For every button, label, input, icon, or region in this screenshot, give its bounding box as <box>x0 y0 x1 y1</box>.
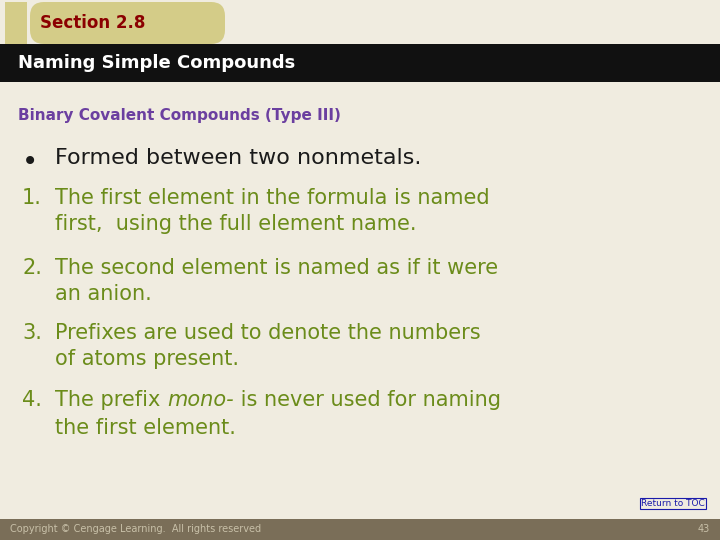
Text: Prefixes are used to denote the numbers
of atoms present.: Prefixes are used to denote the numbers … <box>55 323 481 369</box>
Text: 2.: 2. <box>22 258 42 278</box>
Bar <box>0 44 720 82</box>
Text: is never used for naming: is never used for naming <box>233 390 500 410</box>
Bar <box>5 2 27 44</box>
Text: The second element is named as if it were
an anion.: The second element is named as if it wer… <box>55 258 498 303</box>
FancyBboxPatch shape <box>30 2 225 44</box>
Text: •: • <box>22 148 38 176</box>
Text: Section 2.8: Section 2.8 <box>40 14 145 32</box>
Text: Naming Simple Compounds: Naming Simple Compounds <box>18 54 295 72</box>
Text: The prefix: The prefix <box>55 390 167 410</box>
Text: mono-: mono- <box>167 390 233 410</box>
Text: 43: 43 <box>698 524 710 535</box>
Text: Formed between two nonmetals.: Formed between two nonmetals. <box>55 148 421 168</box>
Text: the first element.: the first element. <box>55 418 236 438</box>
Text: 1.: 1. <box>22 188 42 208</box>
Text: 4.: 4. <box>22 390 42 410</box>
Text: Binary Covalent Compounds (Type III): Binary Covalent Compounds (Type III) <box>18 108 341 123</box>
Bar <box>0 519 720 540</box>
Text: The first element in the formula is named
first,  using the full element name.: The first element in the formula is name… <box>55 188 490 234</box>
Text: Copyright © Cengage Learning.  All rights reserved: Copyright © Cengage Learning. All rights… <box>10 524 261 535</box>
Text: 3.: 3. <box>22 323 42 343</box>
Text: Return to TOC: Return to TOC <box>641 499 705 508</box>
